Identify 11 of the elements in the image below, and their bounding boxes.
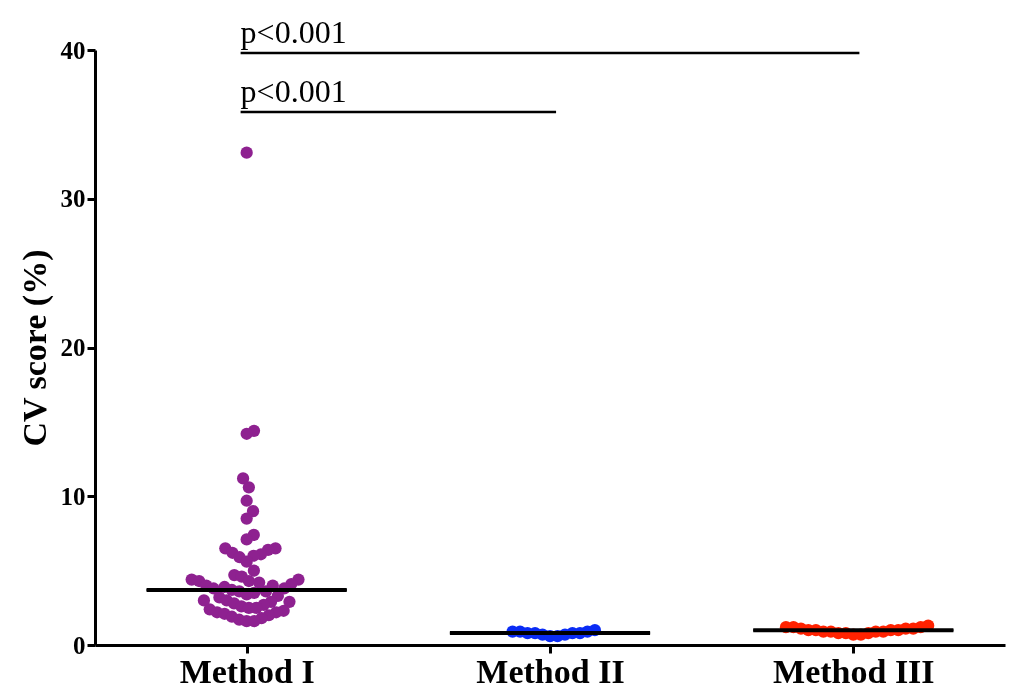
text: p<0.001 [240,14,347,50]
x-tick-label: Method II [476,652,625,690]
y-tick-label: 30 [60,185,86,213]
y-tick-label: 40 [60,36,86,64]
y-tick-label: 10 [60,482,86,510]
y-tick-label: 20 [60,334,86,361]
x-tick-label: Method III [773,652,935,690]
annotation: p<0.001 [240,73,347,109]
y-tick-label: 0 [73,631,86,659]
x-tick-label: Method I [179,652,315,690]
y-axis-title: CV score (%) [15,249,54,447]
